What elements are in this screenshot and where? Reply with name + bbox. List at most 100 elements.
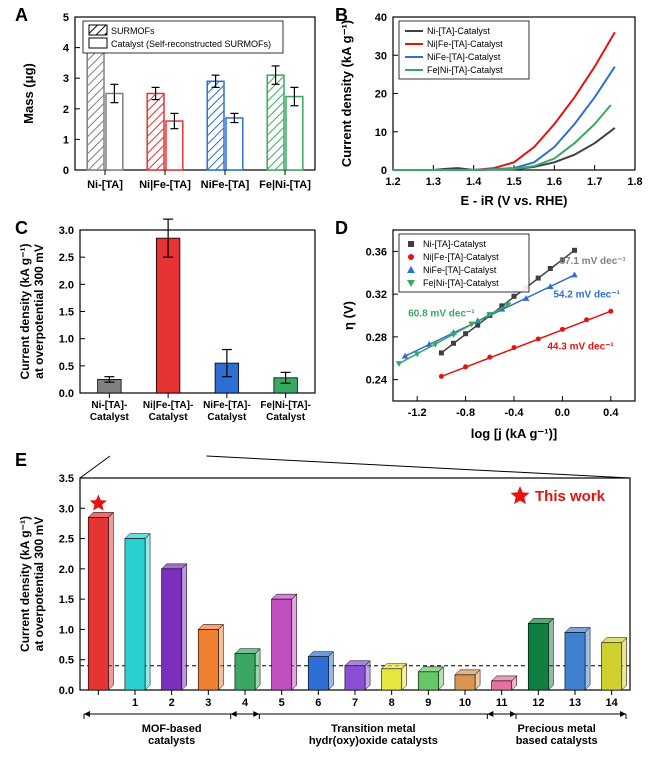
svg-text:13: 13 — [569, 697, 581, 709]
svg-text:Ni|Fe-[TA]-: Ni|Fe-[TA]- — [143, 400, 193, 411]
svg-text:11: 11 — [496, 697, 508, 709]
svg-text:20: 20 — [375, 89, 387, 101]
panel-label-d: D — [335, 218, 348, 239]
svg-text:-1.2: -1.2 — [408, 407, 427, 419]
svg-text:Ni|Fe-[TA]: Ni|Fe-[TA] — [139, 179, 191, 191]
svg-text:5: 5 — [63, 12, 69, 24]
svg-text:NiFe-[TA]-Catalyst: NiFe-[TA]-Catalyst — [427, 52, 501, 62]
svg-text:Fe|Ni-[TA]: Fe|Ni-[TA] — [259, 179, 311, 191]
svg-text:log [j (kA g⁻¹)]: log [j (kA g⁻¹)] — [471, 426, 558, 441]
svg-text:Current density (kA g⁻¹): Current density (kA g⁻¹) — [18, 516, 32, 652]
svg-text:2.5: 2.5 — [59, 534, 74, 546]
svg-text:MOF-based: MOF-based — [142, 723, 202, 735]
svg-text:5: 5 — [279, 697, 285, 709]
svg-text:Catalyst: Catalyst — [149, 412, 189, 423]
svg-text:Catalyst: Catalyst — [90, 412, 130, 423]
svg-text:Current density (kA g⁻¹): Current density (kA g⁻¹) — [339, 20, 354, 167]
svg-text:0.4: 0.4 — [603, 407, 619, 419]
svg-text:SURMOFs: SURMOFs — [111, 26, 155, 36]
svg-text:η (V): η (V) — [341, 301, 356, 330]
svg-text:Ni-[TA]: Ni-[TA] — [87, 179, 123, 191]
svg-text:1: 1 — [132, 697, 138, 709]
svg-text:6: 6 — [315, 697, 321, 709]
svg-text:40: 40 — [375, 12, 387, 24]
panel-a: A 012345Mass (μg)Ni-[TA]Ni|Fe-[TA]NiFe-[… — [15, 5, 325, 210]
svg-text:8: 8 — [389, 697, 395, 709]
panel-c: C 0.00.51.01.52.02.53.0Current density (… — [15, 218, 325, 443]
svg-text:1.0: 1.0 — [59, 334, 74, 346]
svg-text:9: 9 — [425, 697, 431, 709]
svg-text:10: 10 — [375, 127, 387, 139]
svg-text:2: 2 — [63, 104, 69, 116]
svg-text:3: 3 — [63, 73, 69, 85]
chart-d: 0.240.280.320.36-1.2-0.8-0.40.00.4log [j… — [335, 218, 645, 443]
svg-text:0.24: 0.24 — [366, 375, 388, 387]
svg-text:0.5: 0.5 — [59, 655, 74, 667]
svg-text:4: 4 — [242, 697, 249, 709]
svg-text:1.7: 1.7 — [587, 176, 602, 188]
svg-text:Current density (kA g⁻¹): Current density (kA g⁻¹) — [18, 244, 32, 380]
svg-text:Catalyst: Catalyst — [207, 412, 247, 423]
svg-text:1.4: 1.4 — [466, 176, 482, 188]
svg-text:based catalysts: based catalysts — [516, 735, 598, 747]
svg-text:2: 2 — [169, 697, 175, 709]
svg-text:54.2 mV dec⁻¹: 54.2 mV dec⁻¹ — [553, 289, 620, 300]
svg-text:0.28: 0.28 — [366, 332, 387, 344]
svg-text:0.5: 0.5 — [59, 361, 74, 373]
svg-text:catalysts: catalysts — [148, 735, 195, 747]
svg-text:Catalyst: Catalyst — [266, 412, 306, 423]
panel-d: D 0.240.280.320.36-1.2-0.8-0.40.00.4log … — [335, 218, 645, 443]
panel-label-b: B — [335, 5, 348, 26]
svg-text:4: 4 — [63, 43, 70, 55]
svg-text:1.3: 1.3 — [426, 176, 441, 188]
svg-text:Ni-[TA]-Catalyst: Ni-[TA]-Catalyst — [427, 26, 490, 36]
svg-text:at overpotential 300 mV: at overpotential 300 mV — [32, 517, 46, 652]
svg-text:3.0: 3.0 — [59, 503, 74, 515]
chart-e: 0.00.51.01.52.02.53.03.5Current density … — [15, 450, 645, 760]
svg-text:Ni-[TA]-: Ni-[TA]- — [91, 400, 127, 411]
svg-text:Precious metal: Precious metal — [518, 723, 596, 735]
svg-text:0.0: 0.0 — [59, 685, 74, 697]
svg-text:14: 14 — [606, 697, 619, 709]
chart-b: 0102030401.21.31.41.51.61.71.8E - iR (V … — [335, 5, 645, 210]
svg-text:Catalyst (Self-reconstructed S: Catalyst (Self-reconstructed SURMOFs) — [111, 39, 271, 49]
svg-text:12: 12 — [532, 697, 544, 709]
svg-text:1.0: 1.0 — [59, 624, 74, 636]
svg-text:60.8 mV dec⁻¹: 60.8 mV dec⁻¹ — [408, 309, 475, 320]
chart-a: 012345Mass (μg)Ni-[TA]Ni|Fe-[TA]NiFe-[TA… — [15, 5, 325, 210]
panel-label-e: E — [15, 450, 27, 471]
svg-text:Ni|Fe-[TA]-Catalyst: Ni|Fe-[TA]-Catalyst — [427, 39, 503, 49]
svg-text:2.5: 2.5 — [59, 252, 74, 264]
svg-text:Fe|Ni-[TA]-Catalyst: Fe|Ni-[TA]-Catalyst — [427, 65, 503, 75]
svg-text:2.0: 2.0 — [59, 564, 74, 576]
svg-text:0.0: 0.0 — [555, 407, 570, 419]
svg-text:0.32: 0.32 — [366, 289, 387, 301]
svg-text:44.3 mV dec⁻¹: 44.3 mV dec⁻¹ — [547, 342, 614, 353]
svg-text:2.0: 2.0 — [59, 279, 74, 291]
chart-c: 0.00.51.01.52.02.53.0Current density (kA… — [15, 218, 325, 443]
svg-text:at overpotential 300 mV: at overpotential 300 mV — [32, 244, 46, 379]
svg-text:10: 10 — [459, 697, 471, 709]
panel-e: E 0.00.51.01.52.02.53.03.5Current densit… — [15, 450, 645, 760]
svg-text:1.5: 1.5 — [506, 176, 521, 188]
svg-text:0: 0 — [63, 165, 69, 177]
svg-text:1: 1 — [63, 134, 69, 146]
svg-text:87.1 mV dec⁻¹: 87.1 mV dec⁻¹ — [559, 256, 626, 267]
svg-text:1.6: 1.6 — [547, 176, 562, 188]
svg-text:-0.4: -0.4 — [505, 407, 525, 419]
svg-text:1.8: 1.8 — [627, 176, 642, 188]
panel-label-a: A — [15, 5, 28, 26]
panel-b: B 0102030401.21.31.41.51.61.71.8E - iR (… — [335, 5, 645, 210]
svg-text:Fe|Ni-[TA]-: Fe|Ni-[TA]- — [260, 400, 310, 411]
svg-text:3.0: 3.0 — [59, 225, 74, 237]
svg-text:NiFe-[TA]-: NiFe-[TA]- — [203, 400, 251, 411]
svg-text:1.2: 1.2 — [385, 176, 400, 188]
svg-text:This work: This work — [535, 488, 606, 505]
svg-text:30: 30 — [375, 50, 387, 62]
panel-label-c: C — [15, 218, 28, 239]
svg-text:NiFe-[TA]: NiFe-[TA] — [201, 179, 250, 191]
svg-text:E - iR (V vs. RHE): E - iR (V vs. RHE) — [461, 193, 568, 208]
svg-text:hydr(oxy)oxide catalysts: hydr(oxy)oxide catalysts — [309, 735, 438, 747]
svg-text:3: 3 — [205, 697, 211, 709]
svg-text:7: 7 — [352, 697, 358, 709]
